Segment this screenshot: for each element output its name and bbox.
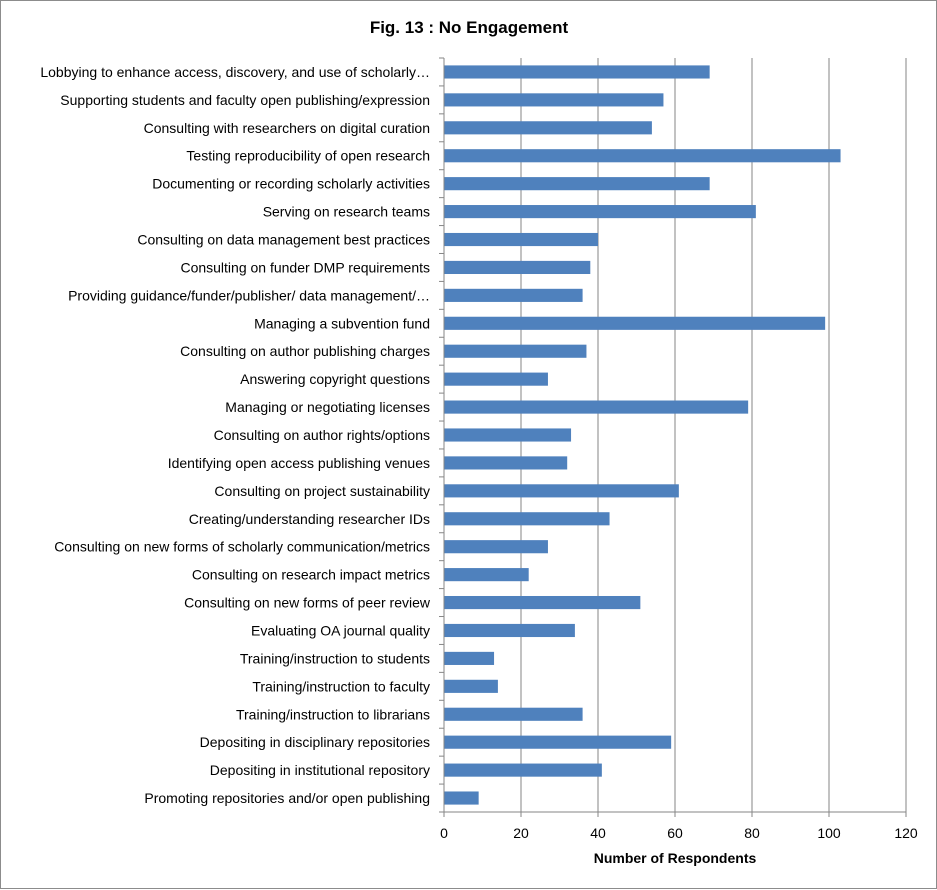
- category-labels: Lobbying to enhance access, discovery, a…: [40, 64, 431, 806]
- x-tick-label: 40: [590, 825, 606, 841]
- category-label: Training/instruction to librarians: [236, 706, 430, 722]
- bar: [444, 428, 572, 442]
- bar: [444, 791, 479, 805]
- bar: [444, 121, 652, 135]
- x-tick-label: 120: [894, 825, 918, 841]
- category-label: Documenting or recording scholarly activ…: [152, 176, 430, 192]
- bar: [444, 679, 498, 693]
- category-label: Consulting with researchers on digital c…: [144, 120, 430, 136]
- category-label: Consulting on project sustainability: [214, 483, 430, 499]
- category-label: Testing reproducibility of open research: [186, 148, 430, 164]
- bar: [444, 205, 756, 219]
- category-label: Lobbying to enhance access, discovery, a…: [40, 64, 430, 80]
- bar: [444, 595, 641, 610]
- bar: [444, 484, 679, 498]
- x-tick-label: 0: [440, 825, 448, 841]
- bar: [444, 344, 587, 358]
- chart-title: Fig. 13 : No Engagement: [370, 18, 569, 37]
- bar: [444, 400, 749, 414]
- category-label: Managing a subvention fund: [254, 315, 430, 331]
- category-label: Supporting students and faculty open pub…: [60, 92, 430, 108]
- bar: [444, 651, 495, 665]
- x-tick-label: 60: [667, 825, 683, 841]
- x-tick-label: 20: [513, 825, 529, 841]
- category-label: Training/instruction to faculty: [252, 678, 430, 694]
- bar: [444, 65, 710, 79]
- category-label: Consulting on new forms of peer review: [184, 595, 431, 611]
- bar: [444, 512, 610, 526]
- bar: [444, 288, 583, 302]
- category-label: Consulting on research impact metrics: [192, 567, 430, 583]
- bar: [444, 568, 529, 582]
- bar: [444, 372, 548, 386]
- bar: [444, 149, 841, 163]
- category-label: Consulting on funder DMP requirements: [180, 259, 430, 275]
- category-label: Identifying open access publishing venue…: [168, 455, 430, 471]
- category-label: Serving on research teams: [263, 204, 430, 220]
- bar: [444, 763, 602, 777]
- category-label: Training/instruction to students: [240, 650, 430, 666]
- category-label: Consulting on data management best pract…: [137, 232, 430, 248]
- category-label: Consulting on author rights/options: [214, 427, 430, 443]
- bar: [444, 707, 583, 721]
- category-label: Answering copyright questions: [240, 371, 430, 387]
- x-tick-labels: 0 20 40 60 80 100 120: [440, 825, 918, 841]
- bar: [444, 232, 598, 247]
- category-label: Depositing in disciplinary repositories: [200, 734, 430, 750]
- category-label: Consulting on author publishing charges: [180, 343, 430, 359]
- category-label: Providing guidance/funder/publisher/ dat…: [68, 287, 430, 303]
- bar: [444, 177, 710, 191]
- bar: [444, 623, 575, 638]
- bar: [444, 540, 548, 554]
- category-label: Creating/understanding researcher IDs: [189, 511, 430, 527]
- x-tick-label: 100: [817, 825, 841, 841]
- bar: [444, 735, 672, 749]
- category-label: Promoting repositories and/or open publi…: [144, 790, 430, 806]
- category-label: Evaluating OA journal quality: [251, 622, 430, 638]
- x-axis-title: Number of Respondents: [594, 850, 757, 866]
- x-tick-label: 80: [744, 825, 760, 841]
- bars: [444, 65, 841, 805]
- bar: [444, 316, 826, 330]
- category-label: Managing or negotiating licenses: [225, 399, 430, 415]
- bar: [444, 456, 568, 470]
- bar: [444, 260, 591, 275]
- category-label: Consulting on new forms of scholarly com…: [54, 539, 430, 555]
- category-label: Depositing in institutional repository: [210, 762, 430, 778]
- bar: [444, 93, 664, 107]
